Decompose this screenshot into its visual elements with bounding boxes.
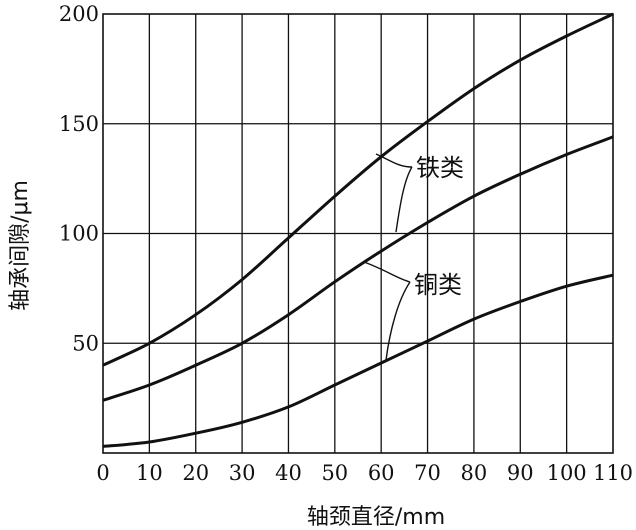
x-tick-label: 40 bbox=[275, 461, 302, 485]
x-axis-label: 轴颈直径/mm bbox=[307, 505, 445, 530]
x-tick-label: 20 bbox=[182, 461, 209, 485]
y-tick-label: 200 bbox=[59, 2, 99, 26]
y-tick-label: 100 bbox=[59, 222, 99, 246]
x-tick-label: 70 bbox=[414, 461, 441, 485]
leader-line-copper-upper bbox=[363, 261, 411, 283]
y-tick-label: 150 bbox=[59, 112, 99, 136]
curve-middle bbox=[102, 135, 614, 402]
x-tick-label: 110 bbox=[593, 461, 633, 485]
curve-lower bbox=[102, 273, 614, 448]
annotations: 铁类 铜类 bbox=[363, 153, 464, 361]
leader-line-iron-lower bbox=[395, 166, 413, 233]
x-tick-label: 80 bbox=[461, 461, 488, 485]
y-axis-label: 轴承间隙/μm bbox=[8, 180, 33, 311]
series-layer bbox=[102, 12, 614, 448]
x-tick-label: 50 bbox=[321, 461, 348, 485]
curve-upper bbox=[102, 12, 614, 367]
leader-line-copper-lower bbox=[385, 281, 411, 361]
x-tick-label: 100 bbox=[547, 461, 587, 485]
annotation-iron: 铁类 bbox=[416, 154, 464, 182]
x-tick-label: 10 bbox=[136, 461, 163, 485]
plot-frame bbox=[102, 13, 614, 454]
y-tick-label: 50 bbox=[72, 331, 99, 355]
x-tick-label: 60 bbox=[368, 461, 395, 485]
leader-line-iron-upper bbox=[375, 153, 413, 168]
annotation-copper: 铜类 bbox=[414, 271, 462, 299]
grid bbox=[102, 13, 614, 454]
x-tick-label: 30 bbox=[229, 461, 256, 485]
x-tick-label: 0 bbox=[96, 461, 109, 485]
x-tick-label: 90 bbox=[507, 461, 534, 485]
